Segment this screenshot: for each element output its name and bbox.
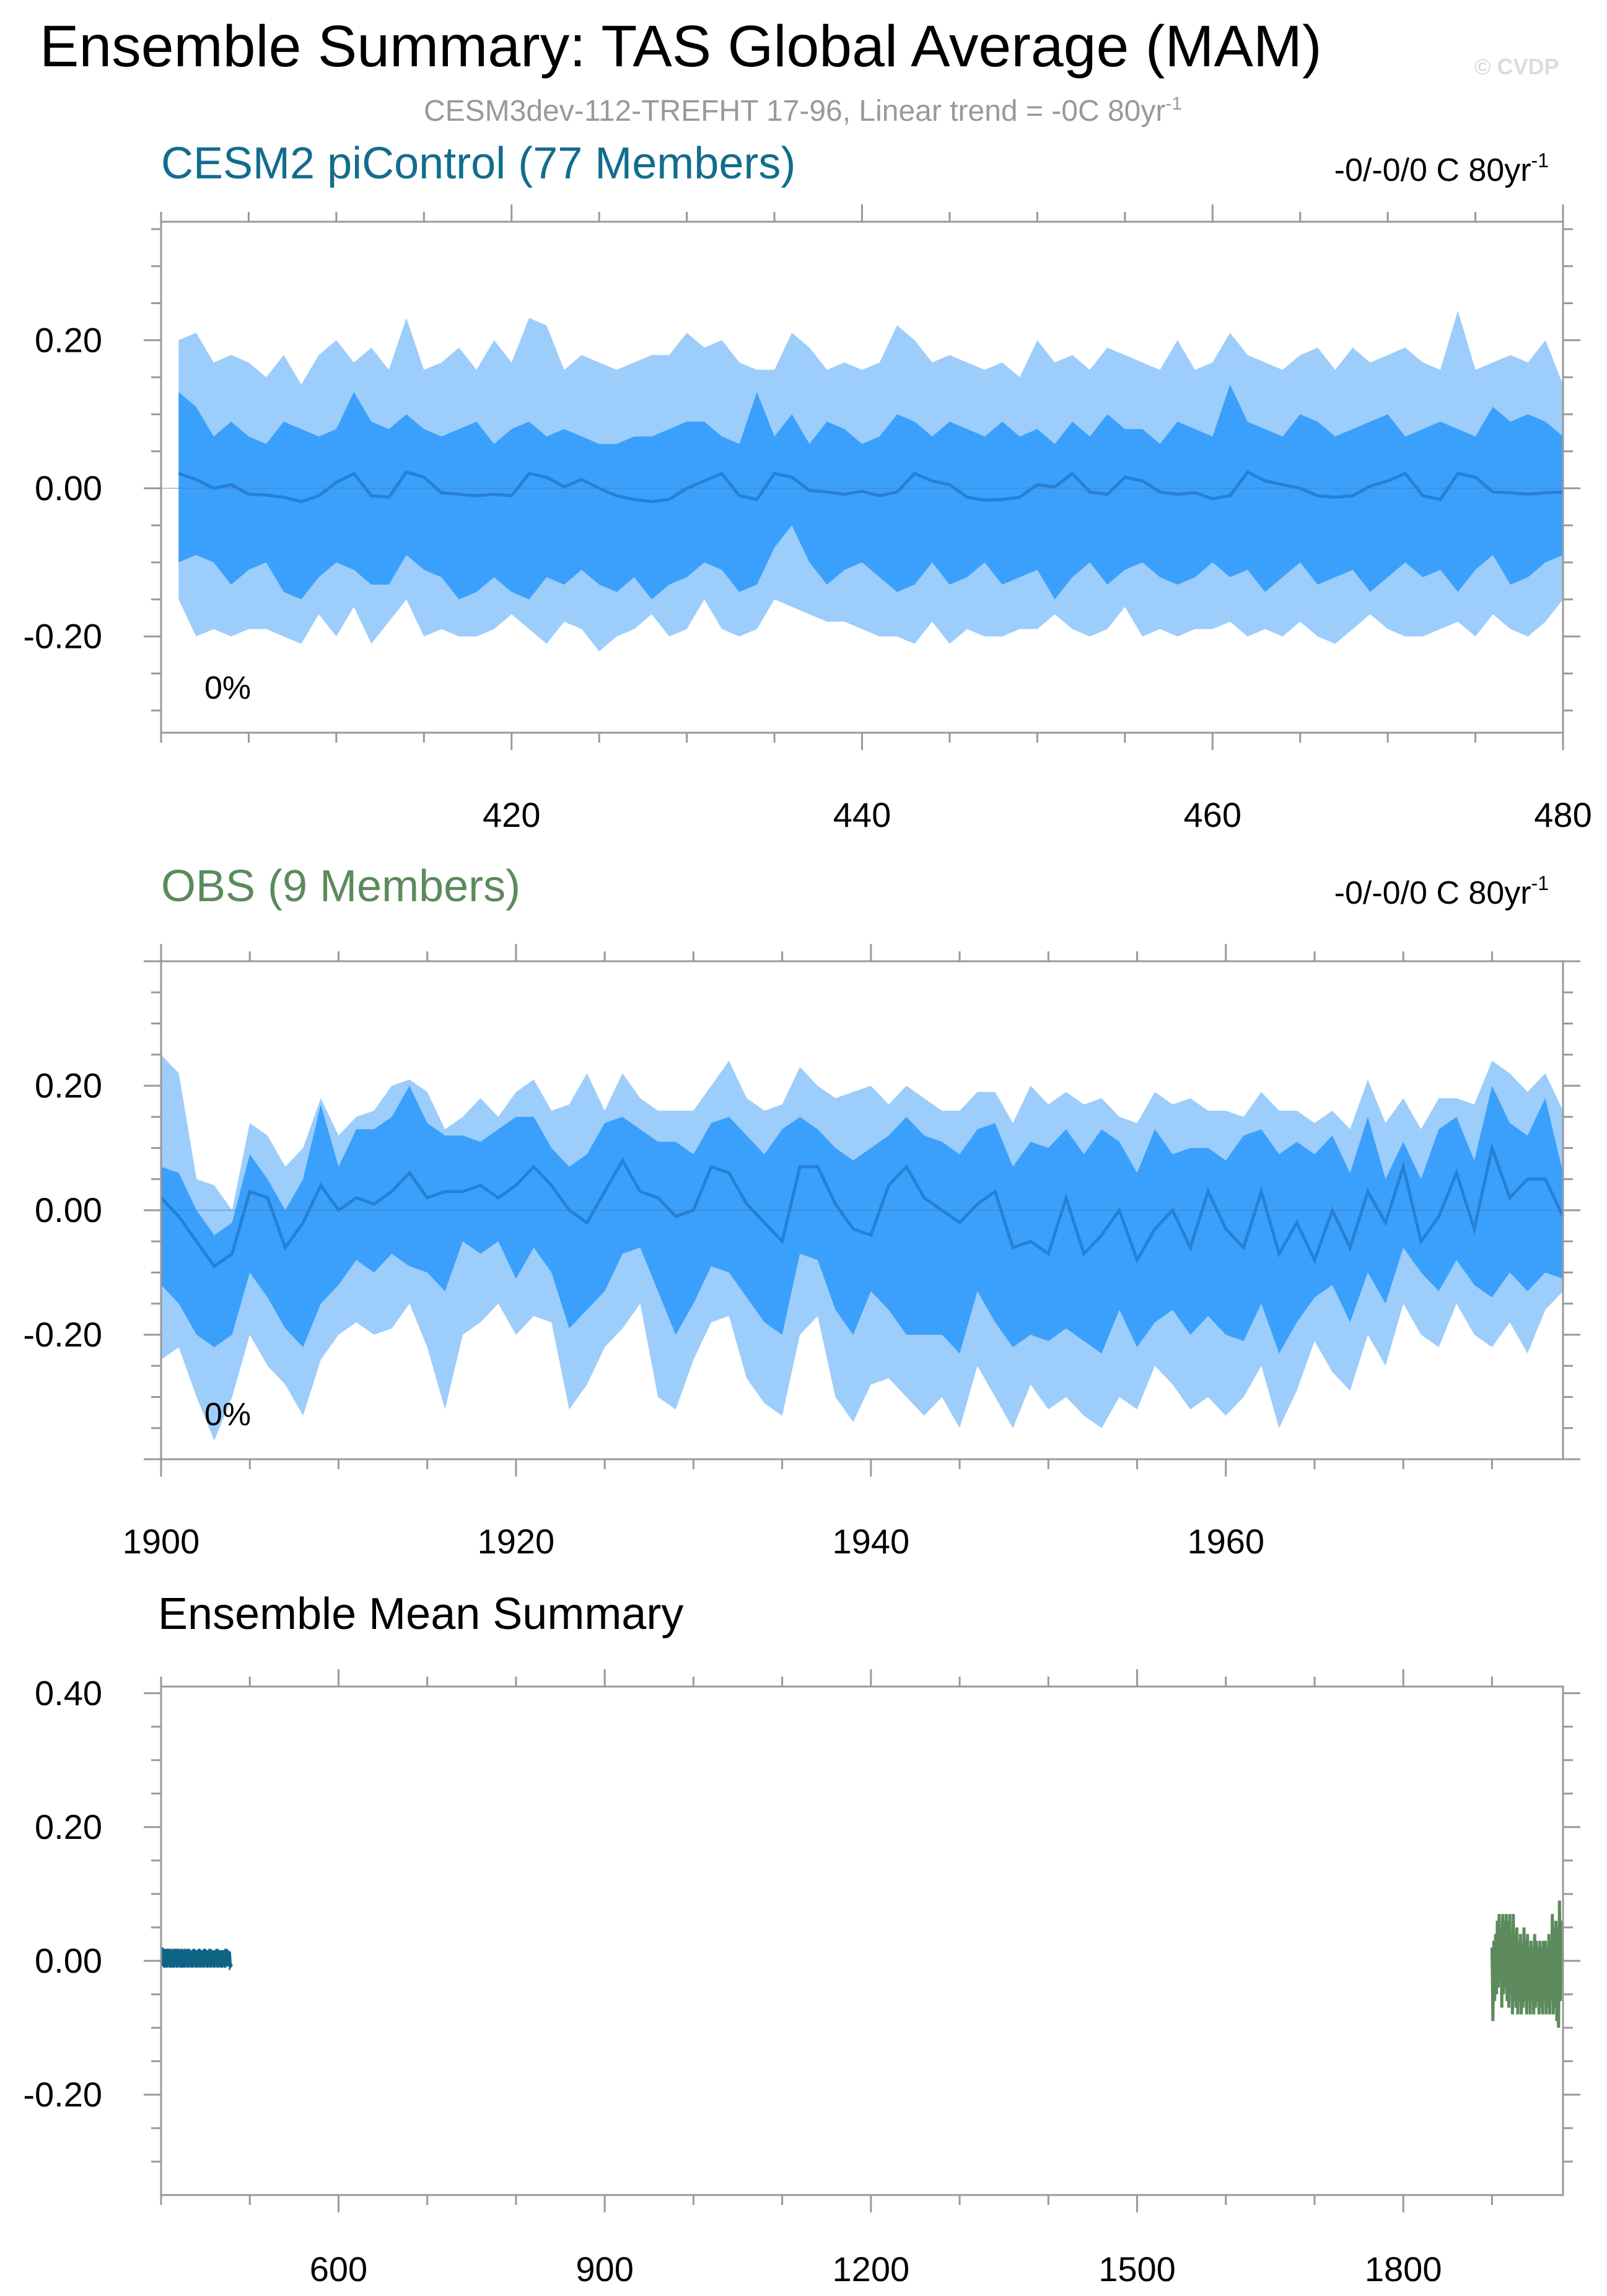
ensemble-mean-line (160, 1142, 1565, 1268)
figure-subtitle: CESM3dev-112-TREFHT 17-96, Linear trend … (424, 94, 1182, 128)
x-tick-label: 1920 (478, 1522, 555, 1561)
y-tick-label: 0.20 (35, 320, 102, 359)
plot-frame (160, 1685, 1564, 2196)
watermark: © CVDP (1474, 54, 1559, 79)
figure-subtitle-text: CESM3dev-112-TREFHT 17-96, Linear trend … (424, 95, 1165, 128)
figure-title: Ensemble Summary: TAS Global Average (MA… (40, 14, 1322, 79)
figure-subtitle-sup: -1 (1165, 94, 1182, 114)
trend-label: -0/-0/0 C 80yr-1 (1334, 872, 1549, 911)
x-tick-label: 1200 (833, 2250, 910, 2289)
trend-label-text: -0/-0/0 C 80yr (1334, 875, 1531, 911)
panel-title: Ensemble Mean Summary (158, 1589, 683, 1639)
y-tick-label: 0.00 (35, 468, 102, 507)
x-tick-label: 480 (1534, 795, 1592, 834)
trend-label-sup: -1 (1531, 149, 1549, 172)
panel-obs: OBS (9 Members) -0/-0/0 C 80yr-1 0% -0.20 0.… (23, 862, 1580, 1561)
x-tick-label: 1940 (833, 1522, 910, 1561)
y-tick-label: -0.20 (23, 617, 102, 656)
y-tick-label: -0.20 (23, 1315, 102, 1354)
y-tick-label: -0.20 (23, 2075, 102, 2114)
panel-cesm2-picontrol: CESM2 piControl (77 Members) -0/-0/0 C 80… (23, 139, 1592, 834)
series-line-0 (160, 1947, 234, 1971)
trend-label-text: -0/-0/0 C 80yr (1334, 152, 1531, 188)
y-tick-label: 0.20 (35, 1807, 102, 1846)
x-tick-label: 460 (1184, 795, 1241, 834)
band-25-75 (161, 1086, 1563, 1354)
panel-title: OBS (9 Members) (161, 862, 520, 911)
x-tick-label: 420 (483, 795, 540, 834)
x-tick-label: 600 (310, 2250, 367, 2289)
ensemble-mean-line (178, 469, 1564, 504)
trend-label-sup: -1 (1531, 872, 1549, 894)
x-tick-label: 1800 (1365, 2250, 1442, 2289)
trend-label: -0/-0/0 C 80yr-1 (1334, 149, 1549, 188)
y-tick-label: 0.00 (35, 1941, 102, 1980)
x-tick-label: 1960 (1187, 1522, 1264, 1561)
x-tick-label: 900 (576, 2250, 633, 2289)
panel-title: CESM2 piControl (77 Members) (161, 139, 795, 188)
percent-label: 0% (204, 670, 251, 706)
y-tick-label: 0.20 (35, 1066, 102, 1105)
y-tick-label: 0.00 (35, 1190, 102, 1229)
series-line-1 (1490, 1900, 1564, 2028)
x-tick-label: 1500 (1098, 2250, 1176, 2289)
percent-label: 0% (204, 1397, 251, 1433)
x-tick-label: 440 (833, 795, 891, 834)
x-tick-label: 1900 (123, 1522, 200, 1561)
panel-ensemble-mean-summary: Ensemble Mean Summary -0.20 0.00 0.20 0.40 60… (23, 1589, 1580, 2289)
y-tick-label: 0.40 (35, 1674, 102, 1713)
